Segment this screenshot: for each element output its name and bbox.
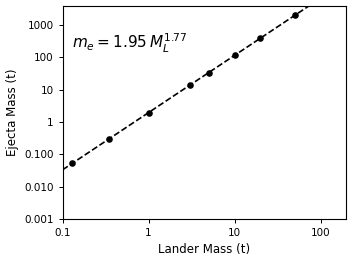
Point bbox=[232, 53, 237, 57]
Point bbox=[146, 111, 151, 115]
Point bbox=[70, 161, 75, 165]
Point bbox=[107, 137, 112, 141]
Y-axis label: Ejecta Mass (t): Ejecta Mass (t) bbox=[6, 68, 19, 156]
Text: $m_e = 1.95\, M_L^{1.77}$: $m_e = 1.95\, M_L^{1.77}$ bbox=[73, 32, 188, 55]
Point bbox=[206, 70, 212, 75]
Point bbox=[258, 36, 263, 40]
X-axis label: Lander Mass (t): Lander Mass (t) bbox=[158, 243, 251, 256]
Point bbox=[187, 83, 193, 87]
Point bbox=[292, 13, 297, 18]
